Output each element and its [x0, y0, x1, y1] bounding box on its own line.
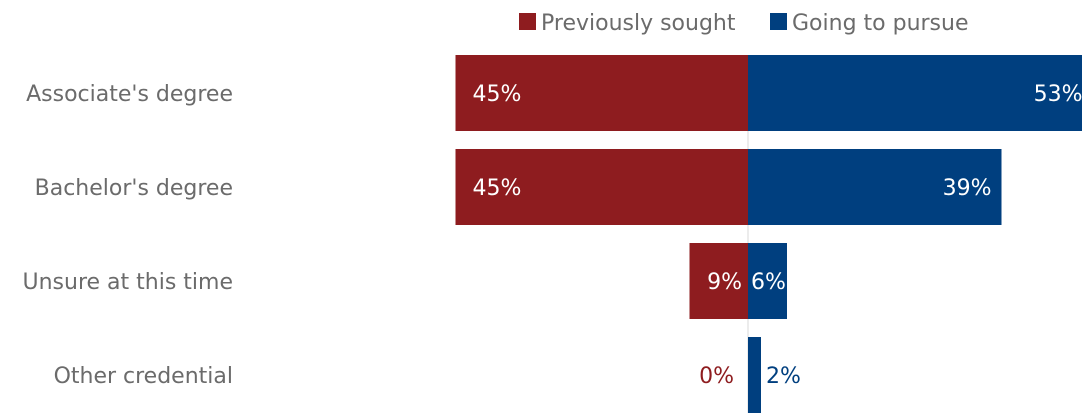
data-label-previously-sought: 9% [707, 270, 742, 295]
legend-label: Going to pursue [792, 11, 969, 36]
bar-previously-sought[interactable] [689, 243, 749, 319]
bar-previously-sought[interactable] [455, 55, 749, 131]
category-label: Other credential [54, 364, 233, 389]
bar-going-to-pursue[interactable] [748, 243, 787, 319]
category-label: Unsure at this time [23, 270, 233, 295]
legend-swatch [770, 13, 787, 30]
data-label-going-to-pursue: 2% [766, 364, 801, 389]
bar-previously-sought[interactable] [455, 149, 749, 225]
data-label-going-to-pursue: 53% [1034, 82, 1082, 107]
category-label: Associate's degree [26, 82, 233, 107]
legend-label: Previously sought [541, 11, 736, 36]
data-label-going-to-pursue: 6% [751, 270, 786, 295]
data-label-previously-sought: 45% [473, 82, 522, 107]
bar-going-to-pursue[interactable] [748, 337, 761, 413]
bar-going-to-pursue[interactable] [748, 149, 1002, 225]
bar-going-to-pursue[interactable] [748, 55, 1082, 131]
data-label-previously-sought: 45% [473, 176, 522, 201]
legend-swatch [519, 13, 536, 30]
category-label: Bachelor's degree [35, 176, 233, 201]
data-label-previously-sought: 0% [699, 364, 734, 389]
data-label-going-to-pursue: 39% [943, 176, 992, 201]
